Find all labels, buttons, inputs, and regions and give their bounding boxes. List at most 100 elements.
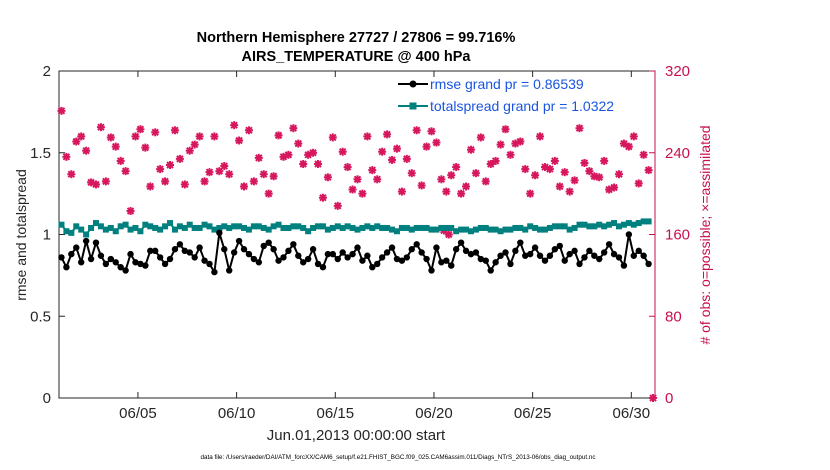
obs-stroke	[639, 151, 648, 159]
totalspread-point	[339, 224, 346, 231]
totalspread-point	[635, 220, 642, 227]
obs-marker-extra	[444, 230, 453, 239]
obs-stroke	[541, 163, 549, 171]
legend-spread-marker	[409, 102, 417, 110]
obs-stroke	[412, 126, 421, 134]
obs-stroke	[575, 124, 584, 132]
obs-stroke	[536, 132, 544, 141]
rmse-point	[615, 254, 623, 261]
totalspread-point	[576, 221, 583, 228]
obs-stroke	[141, 143, 150, 152]
totalspread-point	[319, 223, 326, 230]
rmse-point	[166, 255, 174, 263]
obs-stroke	[585, 167, 594, 175]
rmse-point	[438, 259, 445, 266]
rmse-point	[591, 252, 598, 259]
obs-stroke	[467, 145, 475, 154]
totalspread-point	[186, 221, 193, 228]
totalspread-point	[581, 221, 588, 228]
rmse-point	[625, 231, 633, 238]
y-axis: 0 0.5 1 1.5 2	[30, 63, 65, 407]
obs-marker	[358, 189, 367, 198]
rmse-point	[107, 255, 115, 263]
rmse-point	[314, 260, 322, 268]
obs-stroke	[565, 187, 574, 196]
chart-title: Northern Hemisphere 27727 / 27806 = 99.7…	[197, 30, 516, 46]
obs-stroke	[644, 166, 653, 174]
rmse-point	[364, 252, 371, 259]
obs-marker	[161, 177, 170, 186]
rmse-point	[354, 244, 361, 251]
obs-stroke	[398, 187, 406, 196]
rmse-point	[398, 257, 406, 264]
totalspread-point	[270, 223, 277, 230]
totalspread-point	[458, 226, 465, 233]
obs-stroke	[383, 130, 391, 139]
totalspread-point	[167, 220, 174, 227]
obs-marker	[294, 139, 303, 148]
totalspread-point	[329, 224, 336, 231]
totalspread-point	[522, 226, 529, 233]
obs-marker	[634, 179, 643, 188]
obs-stroke	[417, 181, 426, 190]
totalspread-point	[241, 224, 248, 231]
obs-marker	[82, 146, 91, 155]
rmse-point	[507, 260, 514, 268]
rmse-point	[423, 255, 430, 263]
chart-subtitle: AIRS_TEMPERATURE @ 400 hPa	[241, 49, 471, 65]
rmse-point	[73, 244, 80, 251]
rmse-point	[329, 250, 337, 258]
rmse-point	[201, 257, 208, 264]
rmse-point	[512, 247, 519, 255]
obs-stroke	[314, 160, 322, 168]
obs-marker	[353, 175, 362, 184]
totalspread-point	[561, 223, 568, 230]
obs-stroke	[388, 156, 396, 164]
totalspread-point	[423, 224, 430, 231]
obs-marker	[491, 156, 500, 165]
y-tick-label: 2	[43, 63, 51, 80]
obs-marker	[614, 170, 623, 179]
obs-marker	[314, 159, 323, 168]
totalspread-point	[132, 224, 139, 231]
obs-marker	[383, 130, 392, 139]
totalspread-point	[398, 224, 405, 231]
obs-stroke	[255, 154, 263, 162]
totalspread-point	[354, 226, 361, 233]
obs-stroke	[445, 230, 453, 239]
rmse-point	[497, 252, 504, 259]
obs-stroke	[432, 138, 441, 147]
plot-frame	[58, 70, 656, 399]
obs-stroke	[442, 187, 451, 196]
obs-marker	[96, 123, 105, 132]
rmse-point	[448, 262, 455, 269]
obs-stroke	[269, 172, 278, 180]
rmse-point	[339, 249, 346, 256]
obs-stroke	[87, 178, 95, 187]
obs-marker	[200, 177, 209, 186]
obs-marker	[126, 206, 135, 215]
totalspread-point	[393, 228, 400, 235]
totalspread-point	[324, 226, 331, 233]
obs-stroke	[393, 144, 401, 153]
obs-marker	[476, 133, 485, 142]
totalspread-point	[472, 226, 479, 233]
obs-stroke	[363, 132, 372, 141]
rmse-point	[87, 255, 95, 263]
rmse-point	[378, 254, 386, 261]
obs-marker	[170, 126, 179, 135]
totalspread-point	[532, 224, 539, 231]
rmse-point	[576, 260, 583, 268]
rmse-point	[181, 247, 189, 255]
totalspread-point	[517, 224, 524, 231]
obs-stroke	[240, 182, 248, 191]
rmse-point	[383, 249, 391, 256]
totalspread-point	[181, 224, 188, 231]
rmse-point	[196, 244, 203, 251]
obs-marker	[407, 169, 416, 178]
totalspread-point	[107, 224, 114, 231]
totalspread-point	[571, 224, 578, 231]
rmse-point	[319, 264, 327, 271]
totalspread-point	[152, 224, 159, 231]
y2-tick-label: 0	[665, 390, 673, 407]
